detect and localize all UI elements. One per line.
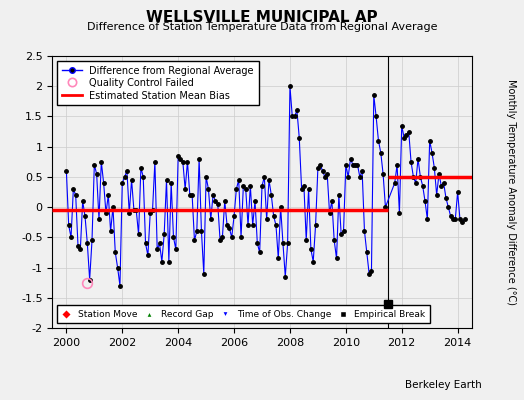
- Text: Difference of Station Temperature Data from Regional Average: Difference of Station Temperature Data f…: [87, 22, 437, 32]
- Text: WELLSVILLE MUNICIPAL AP: WELLSVILLE MUNICIPAL AP: [146, 10, 378, 25]
- Text: Monthly Temperature Anomaly Difference (°C): Monthly Temperature Anomaly Difference (…: [506, 79, 516, 305]
- Legend: Station Move, Record Gap, Time of Obs. Change, Empirical Break: Station Move, Record Gap, Time of Obs. C…: [57, 306, 430, 324]
- Text: Berkeley Earth: Berkeley Earth: [406, 380, 482, 390]
